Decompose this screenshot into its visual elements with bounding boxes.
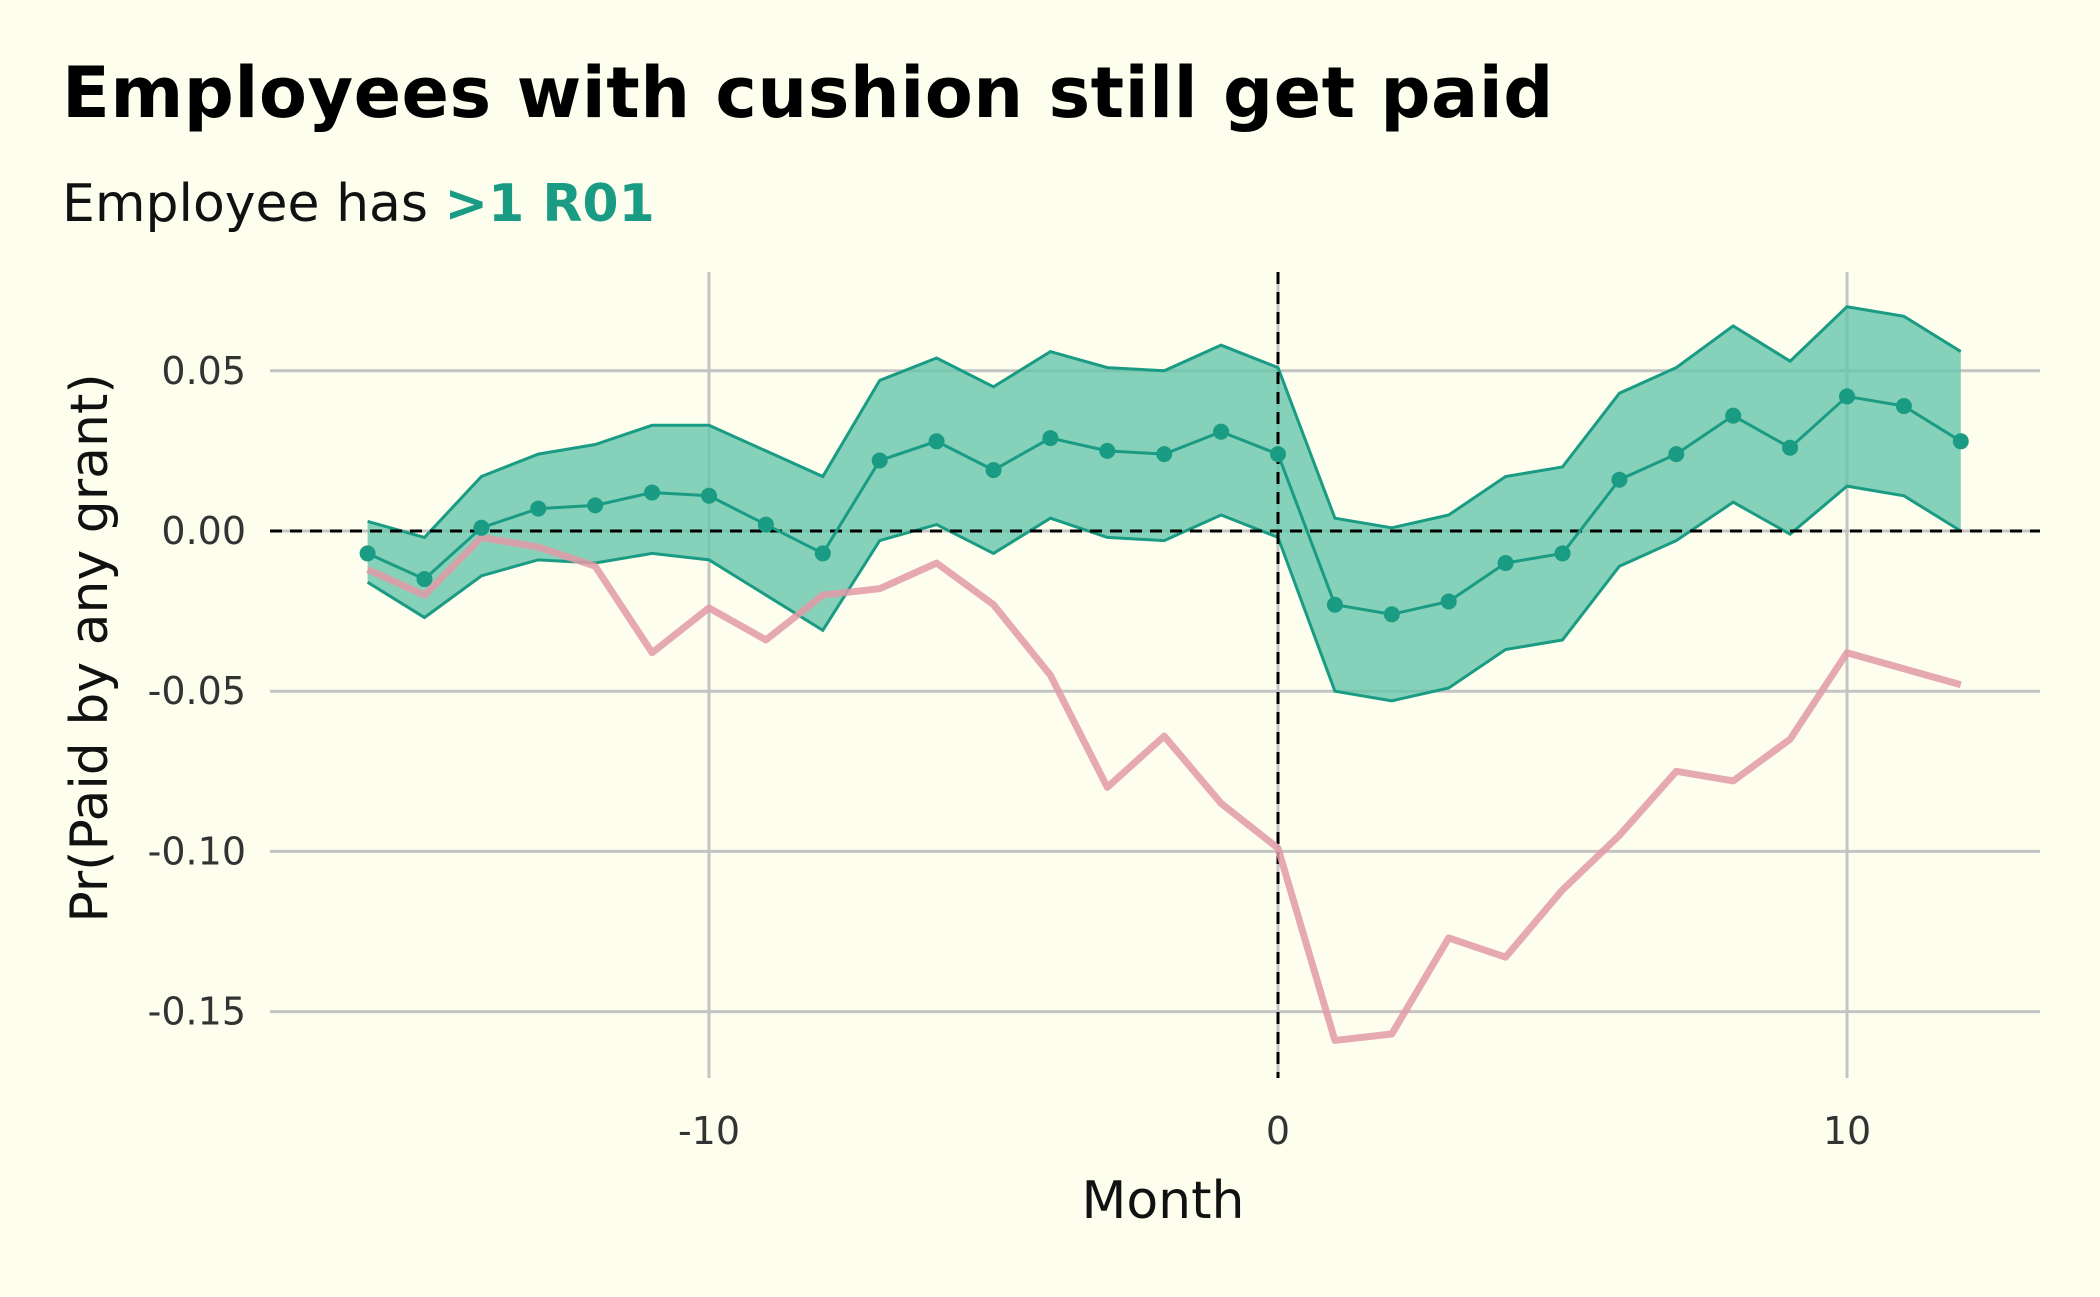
y-tick-label: 0.05 — [161, 349, 246, 393]
y-tick-label: 0.00 — [161, 509, 246, 553]
estimate-point — [871, 452, 888, 469]
comparison-series-line — [366, 533, 1962, 1044]
chart-subtitle: Employee has >1 R01 — [62, 174, 655, 234]
estimate-point — [1554, 545, 1571, 562]
x-tick-label: -10 — [678, 1109, 740, 1153]
tick-labels: 0.05 0.00 -0.05 -0.10 -0.15 -10 0 10 — [148, 349, 1872, 1153]
estimate-point — [644, 484, 661, 501]
y-tick-label: -0.15 — [148, 990, 246, 1034]
estimate-point — [701, 487, 717, 504]
estimate-point — [757, 516, 774, 533]
estimate-point — [1839, 388, 1855, 405]
estimate-point — [1326, 596, 1343, 613]
confidence-band-area — [367, 306, 1961, 701]
estimate-point — [1952, 433, 1969, 450]
x-tick-label: 0 — [1266, 1109, 1290, 1153]
estimate-point — [1668, 446, 1685, 463]
confidence-band-upper — [367, 305, 1962, 540]
confidence-band — [366, 305, 1962, 703]
estimate-point — [1497, 555, 1514, 572]
estimate-point — [1611, 471, 1628, 488]
estimate-point — [587, 497, 604, 514]
confidence-band-lower — [366, 484, 1962, 703]
y-axis-title: Pr(Paid by any grant) — [60, 373, 120, 922]
data-series — [359, 388, 1969, 1044]
estimate-point — [416, 571, 433, 588]
estimate-point — [473, 519, 490, 536]
estimate-point — [1213, 423, 1230, 440]
estimate-point — [530, 500, 547, 517]
estimate-point — [1156, 446, 1173, 463]
reference-lines — [270, 272, 2040, 1078]
x-axis-title: Month — [1082, 1171, 1245, 1231]
estimate-point — [1782, 439, 1799, 456]
x-tick-label: 10 — [1823, 1109, 1871, 1153]
estimate-point — [814, 545, 831, 562]
estimate-point — [359, 545, 376, 562]
estimate-point — [928, 433, 945, 450]
estimate-point — [1440, 593, 1457, 610]
estimate-point — [1042, 430, 1059, 447]
y-tick-label: -0.05 — [148, 669, 246, 713]
y-tick-label: -0.10 — [148, 829, 246, 873]
chart-title: Employees with cushion still get paid — [62, 52, 1554, 134]
subtitle-highlight: >1 R01 — [444, 174, 655, 234]
estimate-point — [1383, 606, 1400, 623]
estimate-point — [1725, 407, 1742, 424]
subtitle-text: Employee has — [62, 174, 445, 234]
estimate-point — [1895, 398, 1912, 415]
estimate-point — [1270, 446, 1286, 463]
estimate-point — [985, 462, 1002, 479]
estimate-point — [1099, 442, 1116, 459]
